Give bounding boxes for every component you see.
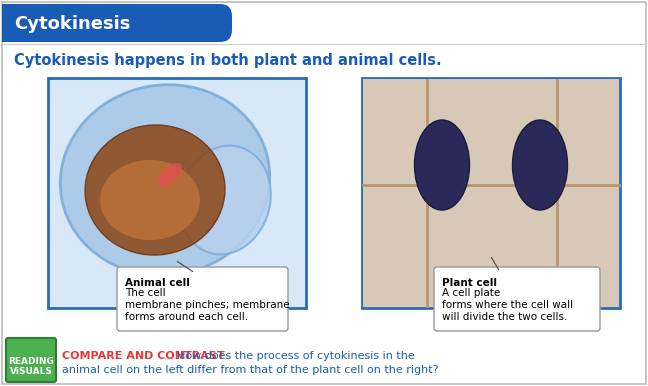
Text: Plant cell: Plant cell (442, 278, 497, 288)
Text: Cytokinesis happens in both plant and animal cells.: Cytokinesis happens in both plant and an… (14, 52, 442, 68)
FancyBboxPatch shape (434, 267, 600, 331)
Text: will divide the two cells.: will divide the two cells. (442, 312, 568, 322)
FancyBboxPatch shape (117, 267, 288, 331)
Ellipse shape (60, 85, 270, 275)
Text: animal cell on the left differ from that of the plant cell on the right?: animal cell on the left differ from that… (62, 365, 439, 375)
FancyBboxPatch shape (6, 338, 56, 382)
Text: READING: READING (8, 357, 54, 366)
Text: COMPARE AND CONTRAST: COMPARE AND CONTRAST (62, 351, 225, 361)
FancyBboxPatch shape (2, 4, 232, 42)
FancyBboxPatch shape (48, 78, 306, 308)
Ellipse shape (100, 160, 200, 240)
Text: Animal cell: Animal cell (125, 278, 190, 288)
Bar (2, 4, 22, 42)
Ellipse shape (158, 163, 182, 187)
Text: forms where the cell wall: forms where the cell wall (442, 300, 573, 310)
Ellipse shape (513, 120, 568, 210)
Text: A cell plate: A cell plate (442, 288, 500, 298)
Ellipse shape (85, 125, 225, 255)
Text: How does the process of cytokinesis in the: How does the process of cytokinesis in t… (170, 351, 415, 361)
Ellipse shape (415, 120, 470, 210)
Ellipse shape (179, 146, 271, 254)
Text: The cell: The cell (125, 288, 166, 298)
Bar (363, 79, 619, 307)
Text: ViSUALS: ViSUALS (10, 367, 52, 376)
Text: forms around each cell.: forms around each cell. (125, 312, 248, 322)
Text: membrane pinches; membrane: membrane pinches; membrane (125, 300, 290, 310)
FancyBboxPatch shape (362, 78, 620, 308)
Text: Cytokinesis: Cytokinesis (14, 15, 130, 33)
